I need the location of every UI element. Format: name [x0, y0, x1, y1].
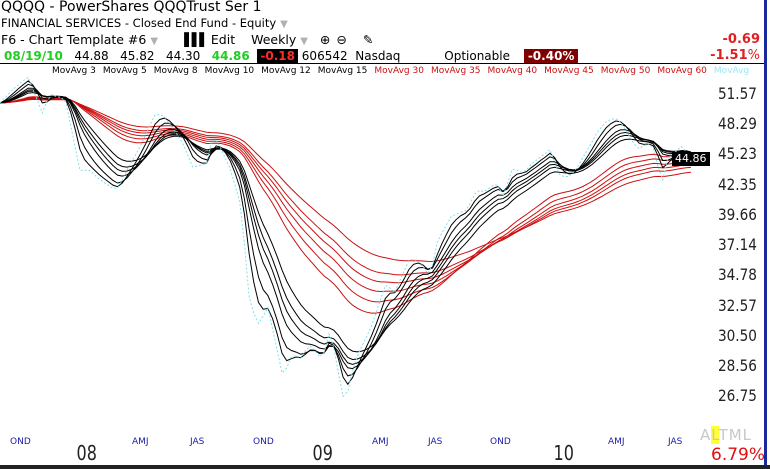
altml-l-highlight: L — [711, 426, 719, 444]
bar-chart-icon: ▌▌▌ — [184, 32, 209, 47]
ma-60-line — [0, 99, 691, 263]
y-tick-label: 42.35 — [718, 174, 757, 194]
quote-date: 08/19/10 — [4, 49, 63, 63]
legend-ma-8[interactable]: MovAvg 8 — [153, 66, 198, 76]
ma-8-line — [0, 87, 692, 370]
y-tick-label: 30.50 — [718, 325, 757, 345]
sector-dropdown[interactable]: FINANCIAL SERVICES - Closed End Fund - E… — [1, 16, 288, 30]
legend-ma-50[interactable]: MovAvg 50 — [600, 66, 651, 76]
x-year-label: 10 — [553, 441, 574, 465]
edit-button[interactable]: ▌▌▌ Edit — [184, 32, 235, 47]
period-change: -0.69 — [722, 32, 760, 47]
sector-label: FINANCIAL SERVICES - Closed End Fund - E… — [1, 16, 277, 30]
y-tick-label: 32.57 — [718, 295, 757, 315]
legend-ma-10[interactable]: MovAvg 10 — [204, 66, 255, 76]
pencil-icon[interactable]: ✎ — [362, 32, 374, 47]
y-tick-label: 34.78 — [718, 265, 757, 285]
quote-change: -0.18 — [257, 49, 298, 63]
period-label: Weekly — [251, 32, 297, 47]
ma-legend: MovAvg 3 MovAvg 5 MovAvg 8 MovAvg 10 MovAvg … — [52, 66, 764, 76]
y-tick-label: 28.56 — [718, 356, 757, 376]
quote-open: 44.88 — [74, 49, 109, 63]
legend-close[interactable]: MovAvg — [713, 66, 750, 76]
x-year-label: 09 — [312, 441, 333, 465]
legend-ma-5[interactable]: MovAvg 5 — [102, 66, 147, 76]
altml-a: A — [700, 426, 712, 444]
close-line — [0, 76, 692, 398]
legend-ma-60[interactable]: MovAvg 60 — [657, 66, 707, 76]
y-tick-label: 39.66 — [718, 204, 757, 224]
x-month-label: JAS — [668, 437, 683, 447]
y-tick-label: 48.29 — [718, 114, 757, 134]
quote-volume: 606542 — [301, 49, 348, 63]
ma-15-line — [0, 92, 692, 353]
chevron-down-icon: ▼ — [150, 36, 159, 47]
altml-rest: TML — [718, 426, 753, 444]
ma-50-line — [0, 98, 691, 276]
legend-ma-35[interactable]: MovAvg 35 — [430, 66, 481, 76]
ma-35-line — [0, 96, 691, 303]
x-month-label: AMJ — [608, 437, 625, 447]
template-dropdown[interactable]: F6 - Chart Template #6 ▼ — [1, 32, 158, 47]
altml-indicator[interactable]: ALTML — [700, 426, 752, 444]
x-month-label: OND — [253, 437, 274, 447]
legend-ma-40[interactable]: MovAvg 40 — [487, 66, 538, 76]
legend-ma-3[interactable]: MovAvg 3 — [52, 66, 96, 76]
security-title: QQQQ - PowerShares QQQTrust Ser 1 — [1, 0, 262, 15]
last-price-tag: 44.86 — [672, 152, 710, 166]
quote-low: 44.30 — [165, 49, 201, 63]
legend-ma-12[interactable]: MovAvg 12 — [261, 66, 311, 76]
close-series — [0, 76, 692, 398]
total-pct-change: 6.79% — [711, 445, 766, 465]
legend-ma-15[interactable]: MovAvg 15 — [317, 66, 368, 76]
pct-sign: % — [747, 48, 760, 63]
quote-high: 45.82 — [120, 49, 155, 63]
ma-30-line — [0, 96, 691, 314]
zoom-out-icon[interactable]: ⊖ — [336, 32, 347, 47]
y-tick-label: 26.75 — [718, 386, 757, 406]
x-month-label: JAS — [190, 437, 205, 447]
zoom-in-icon[interactable]: ⊕ — [319, 32, 331, 47]
divider — [0, 63, 764, 64]
ma-3-line — [0, 80, 692, 386]
edit-label: Edit — [210, 32, 236, 47]
long-moving-averages — [0, 96, 691, 314]
period-change-pct-wrap: -1.51% — [710, 48, 760, 63]
period-change-pct: -1.51 — [710, 48, 748, 63]
x-month-label: OND — [490, 437, 511, 447]
y-tick-label: 51.57 — [718, 84, 757, 103]
ma-5-line — [0, 83, 692, 377]
legend-ma-30[interactable]: MovAvg 30 — [374, 66, 424, 76]
window-border — [764, 0, 767, 469]
quote-close: 44.86 — [211, 49, 250, 63]
period-dropdown[interactable]: Weekly ▼ — [251, 32, 308, 47]
optionable-label: Optionable — [444, 49, 510, 63]
ma-10-line — [0, 89, 692, 365]
x-month-label: JAS — [428, 437, 443, 447]
y-tick-label: 37.14 — [718, 235, 757, 255]
toolbar: F6 - Chart Template #6 ▼ ▌▌▌ Edit Weekly ▼… — [1, 32, 373, 47]
ma-12-line — [0, 90, 692, 361]
chevron-down-icon: ▼ — [280, 19, 288, 30]
x-month-label: OND — [10, 437, 31, 447]
legend-ma-45[interactable]: MovAvg 45 — [544, 66, 594, 76]
chevron-down-icon: ▼ — [300, 36, 308, 47]
quote-change-pct: -0.40% — [523, 49, 579, 63]
y-tick-label: 45.23 — [718, 144, 757, 164]
ma-45-line — [0, 97, 691, 284]
ma-40-line — [0, 97, 691, 293]
template-label: F6 - Chart Template #6 — [1, 32, 147, 47]
short-moving-averages — [0, 80, 692, 386]
window-border — [0, 465, 770, 469]
x-month-label: AMJ — [132, 437, 149, 447]
x-year-label: 08 — [76, 441, 97, 465]
x-month-label: AMJ — [372, 437, 389, 447]
quote-exchange: Nasdaq — [355, 49, 401, 63]
quote-bar: 08/19/10 44.88 45.82 44.30 44.86 -0.18 6… — [4, 49, 579, 63]
